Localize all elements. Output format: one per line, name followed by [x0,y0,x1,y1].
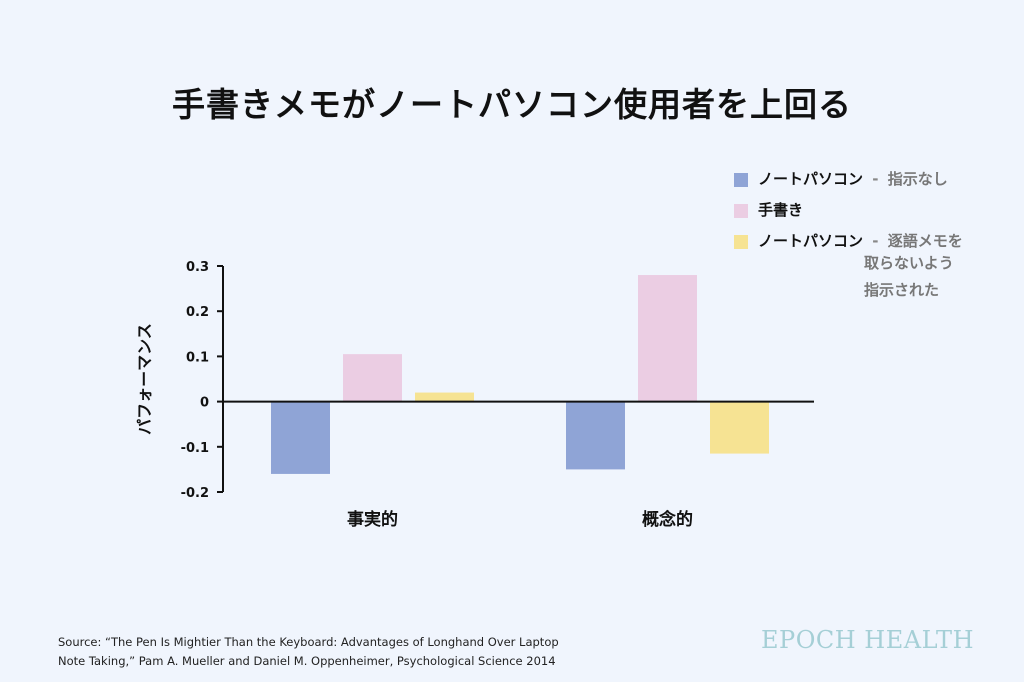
y-tick-label: 0.2 [186,305,209,320]
y-tick-label: 0 [200,396,209,411]
legend-swatch [734,235,748,249]
bar [566,401,625,470]
y-tick-label: -0.2 [181,486,209,501]
legend-item-laptop-no-instruction: ノートパソコン - 指示なし [734,170,1004,192]
y-tick-label: 0.3 [186,260,209,275]
y-axis-title: パフォーマンス [135,323,154,435]
bar [343,354,402,402]
brand-logo: EPOCH HEALTH [761,626,974,654]
source-line-2: Note Taking,” Pam A. Mueller and Daniel … [58,654,556,668]
legend-separator: - [872,170,879,188]
legend-label: ノートパソコン [758,232,864,250]
bar [710,401,769,454]
legend-item-laptop-instructed: ノートパソコン - 逐語メモを [734,232,1004,254]
y-tick-label: 0.1 [186,350,209,365]
x-category-label: 事実的 [347,509,398,530]
bar [271,401,330,474]
legend: ノートパソコン - 指示なし 手書き ノートパソコン - 逐語メモを 取らないよ… [734,170,1004,304]
x-category-label: 概念的 [642,509,693,530]
legend-separator: - [872,232,879,250]
bar [638,275,697,402]
legend-note-continued: 取らないよう 指示された [864,254,954,299]
source-line-1: Source: “The Pen Is Mightier Than the Ke… [58,635,559,649]
legend-label: 手書き [758,201,804,219]
legend-label: ノートパソコン [758,170,864,188]
legend-note: 指示なし [887,170,948,188]
legend-item-handwriting: 手書き [734,201,1004,223]
source-citation: Source: “The Pen Is Mightier Than the Ke… [58,633,578,671]
chart-title: 手書きメモがノートパソコン使用者を上回る [172,85,852,124]
bar [415,392,474,402]
legend-swatch [734,204,748,218]
legend-note: 逐語メモを [887,232,963,250]
legend-swatch [734,173,748,187]
y-tick-label: -0.1 [181,441,209,456]
